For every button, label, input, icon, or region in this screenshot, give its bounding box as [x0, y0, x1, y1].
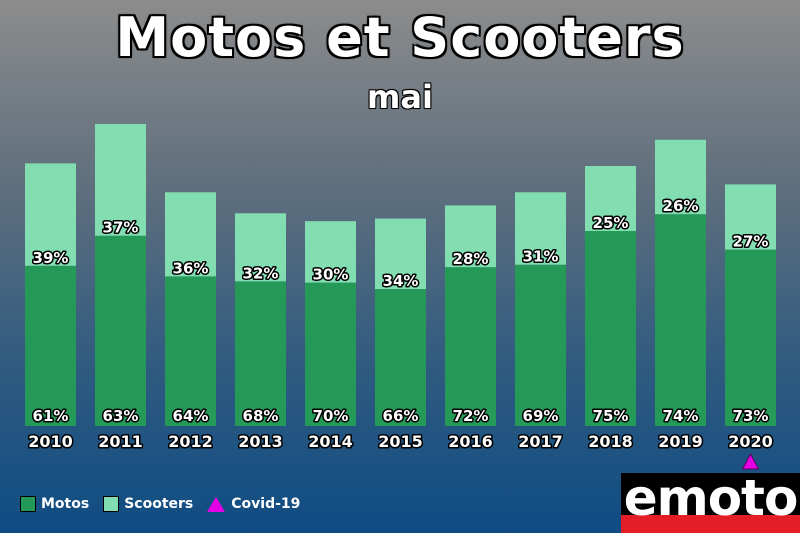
covid-triangle-icon	[207, 496, 226, 512]
x-tick-label-2019: 2019	[658, 432, 703, 451]
covid-marker-2020	[741, 452, 760, 470]
data-label-motos-2019: 74%	[663, 407, 699, 425]
data-label-motos-2015: 66%	[383, 407, 419, 425]
x-tick-label-2020: 2020	[728, 432, 773, 451]
data-label-scooters-2018: 25%	[593, 214, 629, 232]
legend-swatch-motos	[20, 496, 36, 512]
data-label-motos-2018: 75%	[593, 407, 629, 425]
x-tick-label-2015: 2015	[378, 432, 423, 451]
bar-scooters-2018	[585, 166, 636, 232]
legend: Motos Scooters Covid-19	[20, 496, 314, 512]
data-label-motos-2012: 64%	[173, 407, 209, 425]
data-label-scooters-2015: 34%	[383, 272, 419, 290]
bar-scooters-2014	[305, 221, 356, 283]
legend-item-covid: Covid-19	[207, 496, 300, 512]
logo-text: emoto	[623, 473, 799, 527]
bar-scooters-2019	[655, 139, 706, 215]
bar-motos-2020	[725, 249, 776, 426]
data-label-motos-2013: 68%	[243, 407, 279, 425]
data-label-scooters-2017: 31%	[523, 248, 559, 266]
bar-scooters-2010	[25, 163, 76, 266]
legend-item-scooters: Scooters	[103, 496, 193, 512]
bar-motos-2019	[655, 214, 706, 426]
legend-swatch-scooters	[103, 496, 120, 512]
data-label-motos-2010: 61%	[33, 407, 69, 425]
bar-scooters-2020	[725, 184, 776, 250]
legend-label-covid: Covid-19	[231, 496, 301, 512]
chart-title: Motos et Scooters	[115, 6, 685, 69]
emoto-logo[interactable]: emoto	[621, 473, 800, 533]
bar-motos-2018	[585, 231, 636, 426]
x-tick-label-2016: 2016	[448, 432, 493, 451]
data-label-motos-2020: 73%	[733, 407, 769, 425]
data-label-motos-2011: 63%	[103, 407, 139, 425]
legend-label-scooters: Scooters	[124, 496, 194, 512]
x-tick-label-2010: 2010	[28, 432, 73, 451]
legend-label-motos: Motos	[41, 496, 90, 512]
bar-motos-2011	[95, 235, 146, 426]
bar-motos-2010	[25, 265, 76, 426]
data-label-scooters-2014: 30%	[313, 266, 349, 284]
bar-motos-2017	[515, 264, 566, 426]
chart-subtitle: mai	[367, 78, 433, 116]
x-tick-label-2014: 2014	[308, 432, 353, 451]
bar-motos-2012	[165, 276, 216, 426]
x-tick-label-2017: 2017	[518, 432, 563, 451]
bar-scooters-2013	[235, 213, 286, 282]
bar-motos-2016	[445, 267, 496, 426]
legend-item-motos: Motos	[20, 496, 89, 512]
data-label-scooters-2013: 32%	[243, 264, 279, 282]
bar-motos-2015	[375, 289, 426, 426]
data-label-scooters-2019: 26%	[663, 197, 699, 215]
bar-motos-2014	[305, 282, 356, 426]
data-label-scooters-2011: 37%	[103, 219, 139, 237]
data-label-scooters-2012: 36%	[173, 259, 209, 277]
bar-scooters-2016	[445, 205, 496, 268]
bar-scooters-2012	[165, 192, 216, 277]
bar-scooters-2017	[515, 192, 566, 265]
data-label-scooters-2010: 39%	[33, 249, 69, 267]
x-tick-label-2011: 2011	[98, 432, 143, 451]
bar-scooters-2015	[375, 218, 426, 290]
x-tick-label-2013: 2013	[238, 432, 283, 451]
data-label-scooters-2016: 28%	[453, 250, 489, 268]
x-tick-label-2018: 2018	[588, 432, 633, 451]
x-tick-label-2012: 2012	[168, 432, 213, 451]
data-label-motos-2014: 70%	[313, 407, 349, 425]
logo-red-band	[621, 515, 800, 533]
bar-scooters-2011	[95, 124, 146, 236]
bar-motos-2013	[235, 281, 286, 426]
data-label-scooters-2020: 27%	[733, 233, 769, 251]
data-label-motos-2017: 69%	[523, 407, 559, 425]
data-label-motos-2016: 72%	[453, 407, 489, 425]
